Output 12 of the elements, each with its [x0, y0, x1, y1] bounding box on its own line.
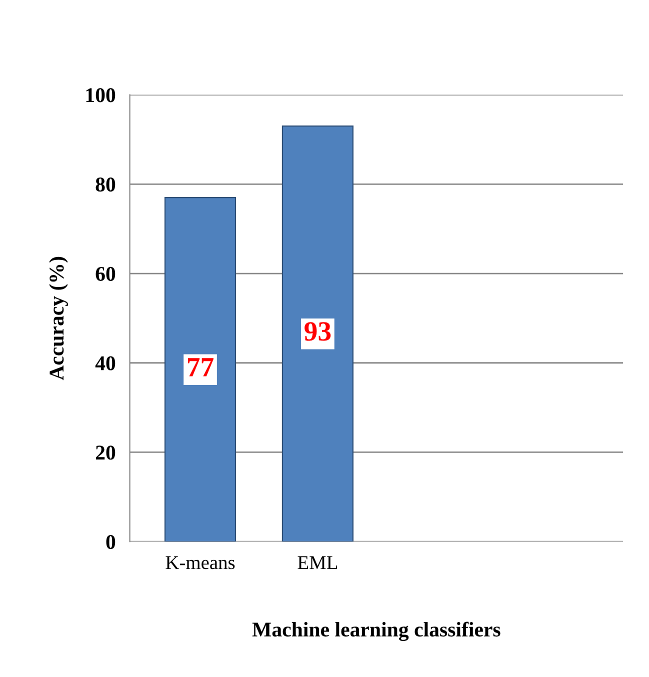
- y-tick-label: 60: [96, 266, 116, 281]
- x-axis-title: Machine learning classifiers: [252, 622, 500, 641]
- y-tick-label: 100: [86, 88, 116, 102]
- data-label: 77: [188, 358, 214, 376]
- y-tick-label: 40: [95, 356, 116, 370]
- x-tick-label: EML: [298, 556, 338, 569]
- y-tick-label: 20: [96, 446, 116, 460]
- y-tick-label: 80: [96, 178, 116, 192]
- y-axis-title: Accuracy (%): [49, 256, 68, 380]
- x-tick-label: K-means: [166, 556, 235, 570]
- y-tick-label: 0: [106, 534, 116, 550]
- data-label: 93: [304, 322, 331, 341]
